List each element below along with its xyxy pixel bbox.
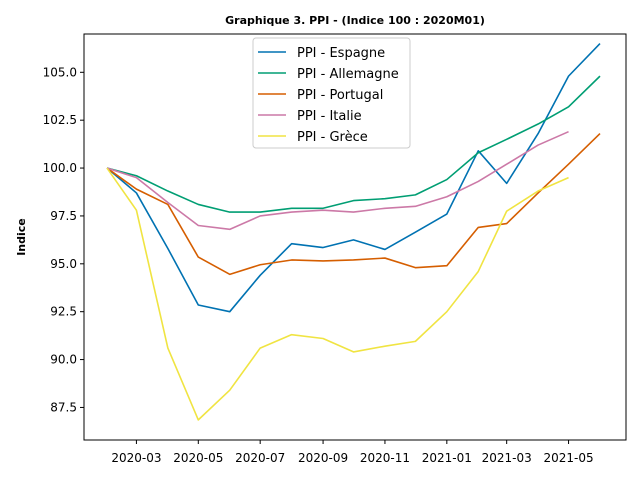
x-tick-label: 2021-03 [482, 451, 532, 465]
y-tick-label: 90.0 [50, 353, 77, 367]
plot-frame [83, 33, 627, 441]
x-tick-label: 2020-05 [173, 451, 223, 465]
series-line-1 [106, 75, 601, 213]
y-tick-label: 102.5 [43, 113, 77, 127]
y-tick-label: 92.5 [50, 305, 77, 319]
legend-label: PPI - Espagne [297, 46, 385, 61]
legend-label: PPI - Grèce [297, 130, 368, 145]
legend-label: PPI - Portugal [297, 88, 383, 103]
x-tick-label: 2021-01 [422, 451, 472, 465]
plot-area [106, 43, 601, 421]
y-tick-label: 97.5 [50, 209, 77, 223]
y-tick-label: 95.0 [50, 257, 77, 271]
y-axis-label: Indice [15, 218, 28, 256]
legend-box [252, 37, 411, 149]
axes: 2020-03 2020-05 2020-07 2020-09 2020-11 2021-… [43, 33, 627, 465]
series-line-2 [106, 133, 601, 276]
series-line-4 [106, 167, 569, 421]
x-tick-label: 2020-11 [360, 451, 410, 465]
legend: PPI - Espagne PPI - Allemagne PPI - Portug… [252, 37, 411, 149]
chart-title: Graphique 3. PPI - (Indice 100 : 2020M01… [225, 14, 485, 27]
x-tick-label: 2020-03 [111, 451, 161, 465]
x-tick-label: 2020-09 [298, 451, 348, 465]
y-tick-label: 105.0 [43, 65, 77, 79]
x-tick-label: 2020-07 [235, 451, 285, 465]
y-tick-label: 100.0 [43, 161, 77, 175]
legend-label: PPI - Allemagne [297, 67, 399, 82]
series-line-0 [106, 43, 601, 313]
x-tick-label: 2021-05 [543, 451, 593, 465]
legend-label: PPI - Italie [297, 109, 362, 124]
y-tick-label: 87.5 [50, 400, 77, 414]
series-line-3 [106, 130, 569, 231]
